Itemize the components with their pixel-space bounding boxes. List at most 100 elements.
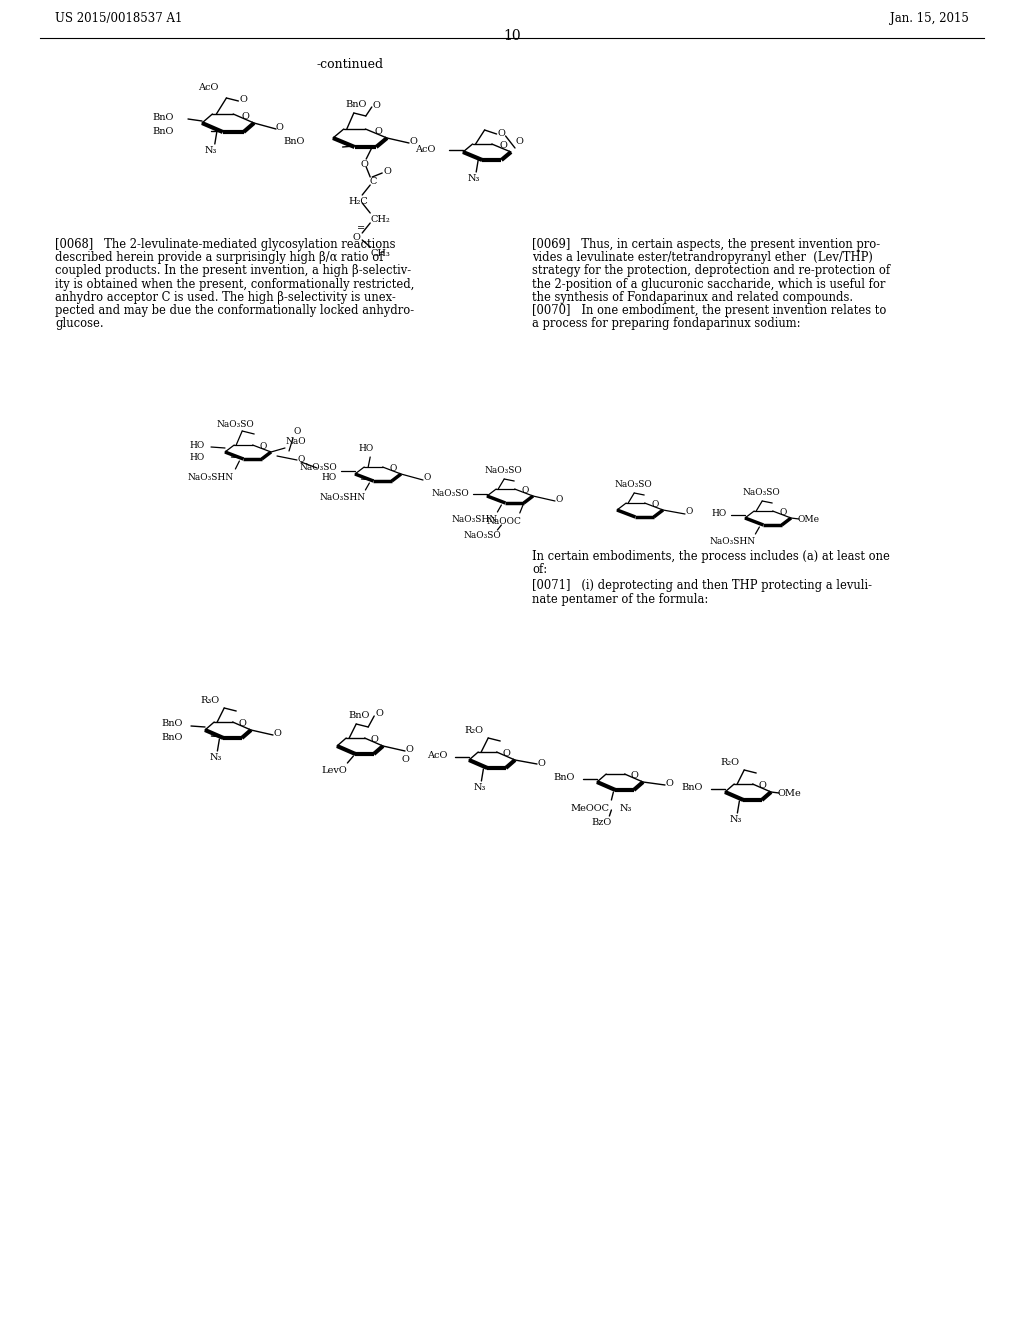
Text: O: O <box>779 508 786 517</box>
Text: O: O <box>503 750 511 759</box>
Text: glucose.: glucose. <box>55 317 103 330</box>
Text: N₃: N₃ <box>209 752 221 762</box>
Text: NaO₃SO: NaO₃SO <box>742 488 780 498</box>
Text: nate pentamer of the formula:: nate pentamer of the formula: <box>532 593 709 606</box>
Text: In certain embodiments, the process includes (a) at least one: In certain embodiments, the process incl… <box>532 550 890 564</box>
Text: BnO: BnO <box>682 783 703 792</box>
Text: [0068]   The 2-levulinate-mediated glycosylation reactions: [0068] The 2-levulinate-mediated glycosy… <box>55 238 395 251</box>
Text: ity is obtained when the present, conformationally restricted,: ity is obtained when the present, confor… <box>55 277 415 290</box>
Text: O: O <box>521 486 528 495</box>
Text: coupled products. In the present invention, a high β-selectiv-: coupled products. In the present inventi… <box>55 264 411 277</box>
Text: HO: HO <box>189 453 205 462</box>
Text: NaO₃SO: NaO₃SO <box>216 420 254 429</box>
Text: MeOOC: MeOOC <box>570 804 609 813</box>
Text: BnO: BnO <box>153 114 174 123</box>
Text: of:: of: <box>532 564 547 577</box>
Text: [0071]   (i) deprotecting and then THP protecting a levuli-: [0071] (i) deprotecting and then THP pro… <box>532 579 872 593</box>
Text: NaO₃SO: NaO₃SO <box>431 488 469 498</box>
Text: O: O <box>516 137 524 147</box>
Text: O: O <box>276 124 284 132</box>
Text: O: O <box>298 454 305 463</box>
Text: N₃: N₃ <box>729 814 741 824</box>
Text: [0070]   In one embodiment, the present invention relates to: [0070] In one embodiment, the present in… <box>532 304 887 317</box>
Text: O: O <box>759 781 767 791</box>
Text: LevO: LevO <box>322 766 347 775</box>
Text: BnO: BnO <box>346 100 368 110</box>
Text: HO: HO <box>189 441 205 450</box>
Text: US 2015/0018537 A1: US 2015/0018537 A1 <box>55 12 182 25</box>
Text: O: O <box>498 128 506 137</box>
Text: BnO: BnO <box>162 734 183 742</box>
Text: HO: HO <box>712 508 727 517</box>
Text: anhydro acceptor C is used. The high β-selectivity is unex-: anhydro acceptor C is used. The high β-s… <box>55 290 395 304</box>
Text: a process for preparing fondaparinux sodium:: a process for preparing fondaparinux sod… <box>532 317 801 330</box>
Text: BnO: BnO <box>284 137 305 147</box>
Text: O: O <box>373 100 381 110</box>
Text: O: O <box>665 780 673 788</box>
Text: BnO: BnO <box>348 711 370 719</box>
Text: AcO: AcO <box>415 144 435 153</box>
Text: O: O <box>375 710 383 718</box>
Text: the synthesis of Fondaparinux and related compounds.: the synthesis of Fondaparinux and relate… <box>532 290 853 304</box>
Text: R₂O: R₂O <box>720 758 739 767</box>
Text: Jan. 15, 2015: Jan. 15, 2015 <box>890 12 969 25</box>
Text: O: O <box>352 234 360 242</box>
Text: O: O <box>537 759 545 767</box>
Text: NaO₃SHN: NaO₃SHN <box>319 492 366 502</box>
Text: O: O <box>240 95 247 103</box>
Text: R₃O: R₃O <box>201 696 219 705</box>
Text: O: O <box>401 755 409 764</box>
Text: NaOOC: NaOOC <box>487 517 522 525</box>
Text: CH₂: CH₂ <box>371 215 390 224</box>
Text: NaO₃SO: NaO₃SO <box>614 480 652 488</box>
Text: AcO: AcO <box>427 751 447 759</box>
Text: pected and may be due the conformationally locked anhydro-: pected and may be due the conformational… <box>55 304 414 317</box>
Text: O: O <box>409 137 417 147</box>
Text: 10: 10 <box>503 29 521 44</box>
Text: O: O <box>371 735 379 744</box>
Text: N₃: N₃ <box>205 147 217 154</box>
Text: O: O <box>259 442 266 451</box>
Text: NaO₃SO: NaO₃SO <box>484 466 522 475</box>
Text: BzO: BzO <box>591 818 611 828</box>
Text: strategy for the protection, deprotection and re-protection of: strategy for the protection, deprotectio… <box>532 264 890 277</box>
Text: -continued: -continued <box>316 58 384 71</box>
Text: HO: HO <box>322 474 337 483</box>
Text: vides a levulinate ester/tetrandropyranyl ether  (Lev/THP): vides a levulinate ester/tetrandropyrany… <box>532 251 872 264</box>
Text: O: O <box>685 507 692 516</box>
Text: O: O <box>273 730 281 738</box>
Text: BnO: BnO <box>162 719 183 729</box>
Text: O: O <box>631 771 639 780</box>
Text: NaO₃SHN: NaO₃SHN <box>452 515 498 524</box>
Text: O: O <box>360 160 369 169</box>
Text: NaO₃SO: NaO₃SO <box>464 531 502 540</box>
Text: O: O <box>239 719 247 729</box>
Text: N₃: N₃ <box>468 174 480 183</box>
Text: H₂C: H₂C <box>348 197 368 206</box>
Text: NaO₃SHN: NaO₃SHN <box>187 473 233 482</box>
Text: N₃: N₃ <box>473 783 485 792</box>
Text: [0069]   Thus, in certain aspects, the present invention pro-: [0069] Thus, in certain aspects, the pre… <box>532 238 880 251</box>
Text: O: O <box>389 465 396 473</box>
Text: O: O <box>294 426 301 436</box>
Text: O: O <box>406 746 413 755</box>
Text: OMe: OMe <box>777 789 801 799</box>
Text: NaO₃SO: NaO₃SO <box>299 463 337 473</box>
Text: N₃: N₃ <box>620 804 632 813</box>
Text: O: O <box>500 141 507 150</box>
Text: the 2-position of a glucuronic saccharide, which is useful for: the 2-position of a glucuronic saccharid… <box>532 277 886 290</box>
Text: BnO: BnO <box>153 127 174 136</box>
Text: R₂O: R₂O <box>464 726 483 735</box>
Text: O: O <box>383 168 391 177</box>
Text: O: O <box>423 474 430 483</box>
Text: O: O <box>651 500 658 510</box>
Text: NaO: NaO <box>286 437 306 446</box>
Text: O: O <box>242 112 250 121</box>
Text: NaO₃SHN: NaO₃SHN <box>710 537 756 546</box>
Text: AcO: AcO <box>199 83 219 92</box>
Text: O: O <box>555 495 562 504</box>
Text: HO: HO <box>358 444 374 453</box>
Text: BnO: BnO <box>554 772 575 781</box>
Text: described herein provide a surprisingly high β/α ratio of: described herein provide a surprisingly … <box>55 251 384 264</box>
Text: O: O <box>374 127 382 136</box>
